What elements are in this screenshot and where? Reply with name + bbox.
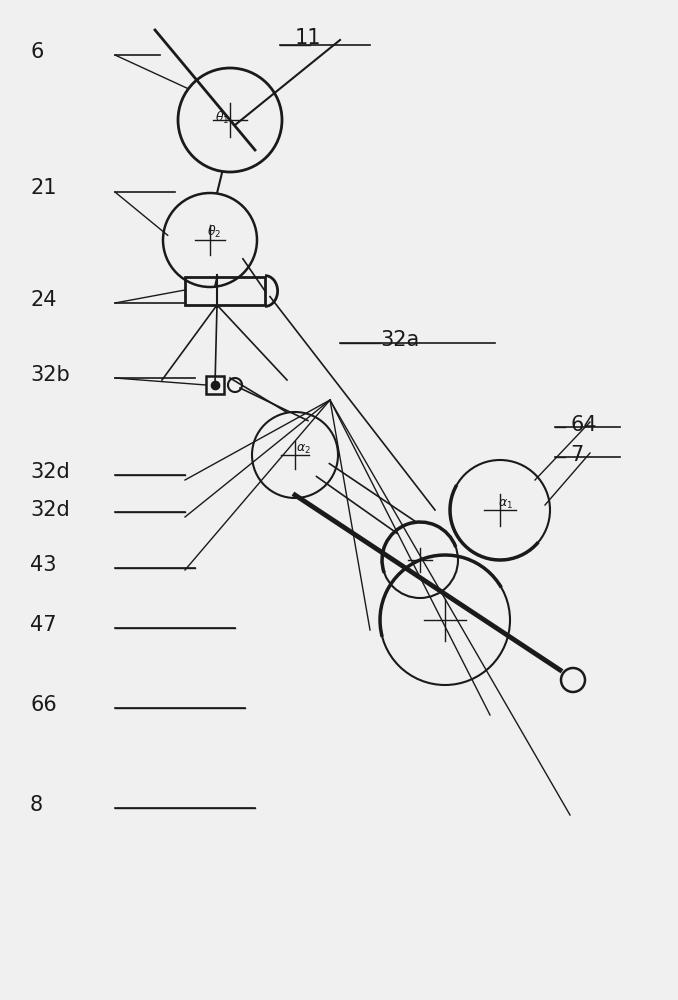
- Text: 32a: 32a: [380, 330, 419, 350]
- Text: 66: 66: [30, 695, 57, 715]
- Text: 11: 11: [295, 28, 321, 48]
- Text: 32d: 32d: [30, 500, 70, 520]
- Text: 8: 8: [30, 795, 43, 815]
- Text: 32b: 32b: [30, 365, 70, 385]
- Text: 47: 47: [30, 615, 56, 635]
- Text: 64: 64: [570, 415, 597, 435]
- Text: $\alpha_2$: $\alpha_2$: [296, 442, 311, 456]
- Text: $\theta_2$: $\theta_2$: [207, 224, 221, 240]
- Text: $\alpha_1$: $\alpha_1$: [498, 497, 513, 511]
- Text: 32d: 32d: [30, 462, 70, 482]
- Text: 24: 24: [30, 290, 56, 310]
- Text: 43: 43: [30, 555, 56, 575]
- Text: 6: 6: [30, 42, 43, 62]
- Text: $\theta_1$: $\theta_1$: [215, 110, 229, 126]
- Text: 7: 7: [570, 445, 583, 465]
- Text: 21: 21: [30, 178, 56, 198]
